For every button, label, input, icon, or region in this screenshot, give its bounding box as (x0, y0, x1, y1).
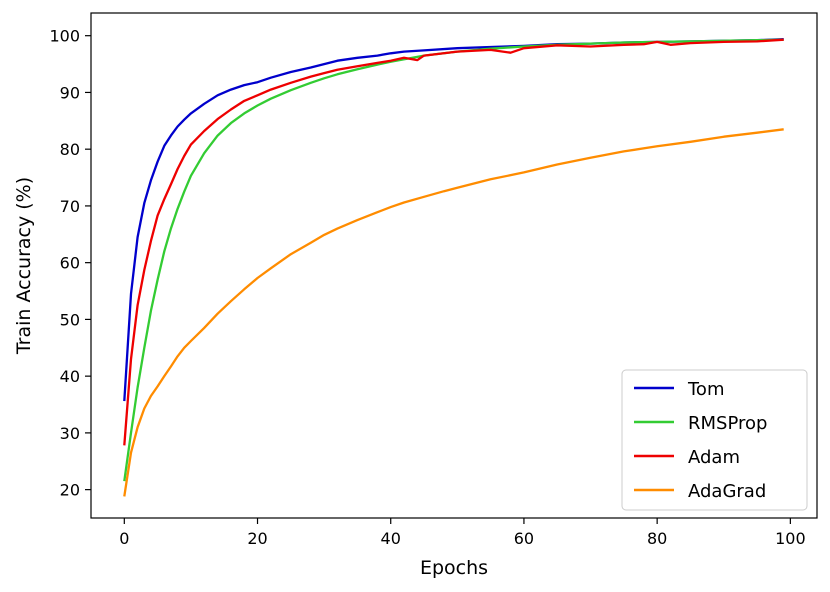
legend-label: AdaGrad (688, 481, 766, 502)
y-tick-label: 80 (60, 140, 80, 159)
x-tick-label: 20 (247, 529, 267, 548)
y-tick-label: 40 (60, 367, 80, 386)
x-tick-label: 40 (381, 529, 401, 548)
legend-label: Adam (688, 447, 740, 468)
legend-box (621, 369, 808, 511)
series-layer (123, 37, 784, 497)
legend-label: RMSProp (688, 413, 767, 434)
y-tick-label: 60 (60, 254, 80, 273)
y-tick-label: 20 (60, 481, 80, 500)
x-axis-title: Epochs (420, 557, 488, 579)
y-tick-label: 100 (49, 27, 80, 46)
x-tick-label: 80 (647, 529, 667, 548)
series-line-tom (123, 37, 784, 402)
series-line-adam (123, 38, 784, 446)
y-axis-title: Train Accuracy (%) (13, 177, 35, 355)
y-tick-label: 30 (60, 424, 80, 443)
y-axis-ticks: 20 30 40 50 60 70 80 90 100 (49, 27, 91, 500)
x-tick-label: 100 (775, 529, 806, 548)
series-line-adagrad (123, 128, 784, 497)
plot-frame (90, 12, 818, 519)
series-line-rmsprop (123, 38, 784, 482)
legend: Tom RMSProp Adam AdaGrad (621, 369, 808, 511)
legend-label: Tom (687, 379, 724, 400)
y-tick-label: 50 (60, 310, 80, 329)
y-tick-label: 70 (60, 197, 80, 216)
x-axis-ticks: 0 20 40 60 80 100 (119, 518, 806, 548)
x-tick-label: 60 (514, 529, 534, 548)
y-tick-label: 90 (60, 83, 80, 102)
x-tick-label: 0 (119, 529, 129, 548)
